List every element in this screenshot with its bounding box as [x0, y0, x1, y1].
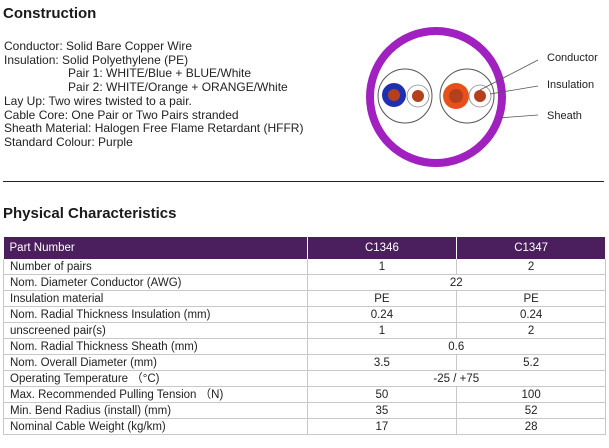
construction-specs: Conductor: Solid Bare Copper Wire Insula…	[4, 39, 304, 150]
table-row: Min. Bend Radius (install) (mm) 35 52	[3, 402, 606, 419]
physical-characteristics-title: Physical Characteristics	[3, 205, 177, 222]
row-value-c1346: 1	[307, 322, 458, 339]
row-value-c1346: 0.24	[307, 306, 458, 323]
row-label: Operating Temperature （°C)	[3, 370, 308, 387]
row-value-c1347: PE	[456, 290, 606, 307]
row-label: Nom. Diameter Conductor (AWG)	[3, 274, 308, 291]
row-value-c1347: 100	[456, 386, 606, 403]
row-label: Max. Recommended Pulling Tension （N)	[3, 386, 308, 403]
cable-cross-section-diagram: Conductor Insulation Sheath	[360, 22, 609, 178]
spec-conductor: Conductor: Solid Bare Copper Wire	[4, 39, 193, 53]
spec-sheath-material: Sheath Material: Halogen Free Flame Reta…	[4, 121, 304, 136]
row-label: Nominal Cable Weight (kg/km)	[3, 418, 308, 435]
table-row: Insulation material PE PE	[3, 290, 606, 307]
table-header-row: Part Number C1346 C1347	[3, 237, 606, 259]
table-row: unscreened pair(s) 1 2	[3, 322, 606, 339]
row-value-c1346: PE	[307, 290, 458, 307]
table-row: Nom. Radial Thickness Insulation (mm) 0.…	[3, 306, 606, 323]
row-value-c1347: 5.2	[456, 354, 606, 371]
conductor-callout: Conductor	[547, 52, 598, 64]
physical-characteristics-table: Part Number C1346 C1347 Number of pairs …	[3, 237, 607, 435]
sheath-ring	[366, 27, 506, 167]
table-row: Nom. Radial Thickness Sheath (mm) 0.6	[3, 338, 607, 355]
table-row: Nom. Overall Diameter (mm) 3.5 5.2	[3, 354, 606, 371]
row-label: Min. Bend Radius (install) (mm)	[3, 402, 308, 419]
row-label: unscreened pair(s)	[3, 322, 308, 339]
spec-lay-up: Lay Up: Two wires twisted to a pair.	[4, 93, 192, 108]
row-value-c1346: 17	[307, 418, 458, 435]
row-value-c1347: 0.24	[456, 306, 606, 323]
row-label: Nom. Radial Thickness Sheath (mm)	[3, 338, 308, 355]
pair-2-orange-conductor	[449, 89, 463, 103]
table-row: Nominal Cable Weight (kg/km) 17 28	[3, 418, 606, 435]
row-value-c1346: 3.5	[307, 354, 458, 371]
row-value-c1347: 2	[456, 322, 606, 339]
construction-title: Construction	[3, 5, 97, 22]
conductor-leader-line	[479, 59, 539, 91]
spec-insulation: Insulation: Solid Polyethylene (PE)	[4, 52, 189, 67]
header-c1346: C1346	[307, 237, 458, 259]
table-row: Nom. Diameter Conductor (AWG) 22	[3, 274, 607, 291]
row-label: Insulation material	[3, 290, 308, 307]
sheath-leader-line	[497, 114, 539, 119]
pair-1-blue-conductor	[388, 89, 400, 101]
row-value-c1347: 2	[456, 259, 606, 275]
row-value-shared: 22	[307, 274, 607, 291]
insulation-leader-line	[489, 85, 539, 95]
row-label: Nom. Overall Diameter (mm)	[3, 354, 308, 371]
row-label: Number of pairs	[3, 259, 308, 275]
table-row: Number of pairs 1 2	[3, 259, 606, 275]
sheath-callout: Sheath	[547, 110, 582, 122]
row-value-c1346: 1	[307, 259, 458, 275]
row-value-shared: 0.6	[307, 338, 607, 355]
row-value-c1347: 28	[456, 418, 606, 435]
section-divider	[3, 181, 604, 182]
row-value-c1346: 35	[307, 402, 458, 419]
pair-2-white-conductor	[474, 90, 486, 102]
row-label: Nom. Radial Thickness Insulation (mm)	[3, 306, 308, 323]
pair-1-white-conductor	[412, 90, 424, 102]
insulation-callout: Insulation	[547, 79, 595, 91]
header-part-number: Part Number	[3, 237, 308, 259]
table-row: Max. Recommended Pulling Tension （N) 50 …	[3, 386, 606, 403]
spec-pair-2: Pair 2: WHITE/Orange + ORANGE/White	[68, 80, 288, 95]
cable-cross-section-svg	[366, 27, 539, 167]
row-value-shared: -25 / +75	[307, 370, 607, 387]
spec-cable-core: Cable Core: One Pair or Two Pairs strand…	[4, 107, 239, 122]
row-value-c1347: 52	[456, 402, 606, 419]
row-value-c1346: 50	[307, 386, 458, 403]
spec-standard-colour: Standard Colour: Purple	[4, 134, 133, 149]
table-row: Operating Temperature （°C) -25 / +75	[3, 370, 607, 387]
spec-pair-1: Pair 1: WHITE/Blue + BLUE/White	[68, 66, 252, 81]
header-c1347: C1347	[456, 237, 606, 259]
